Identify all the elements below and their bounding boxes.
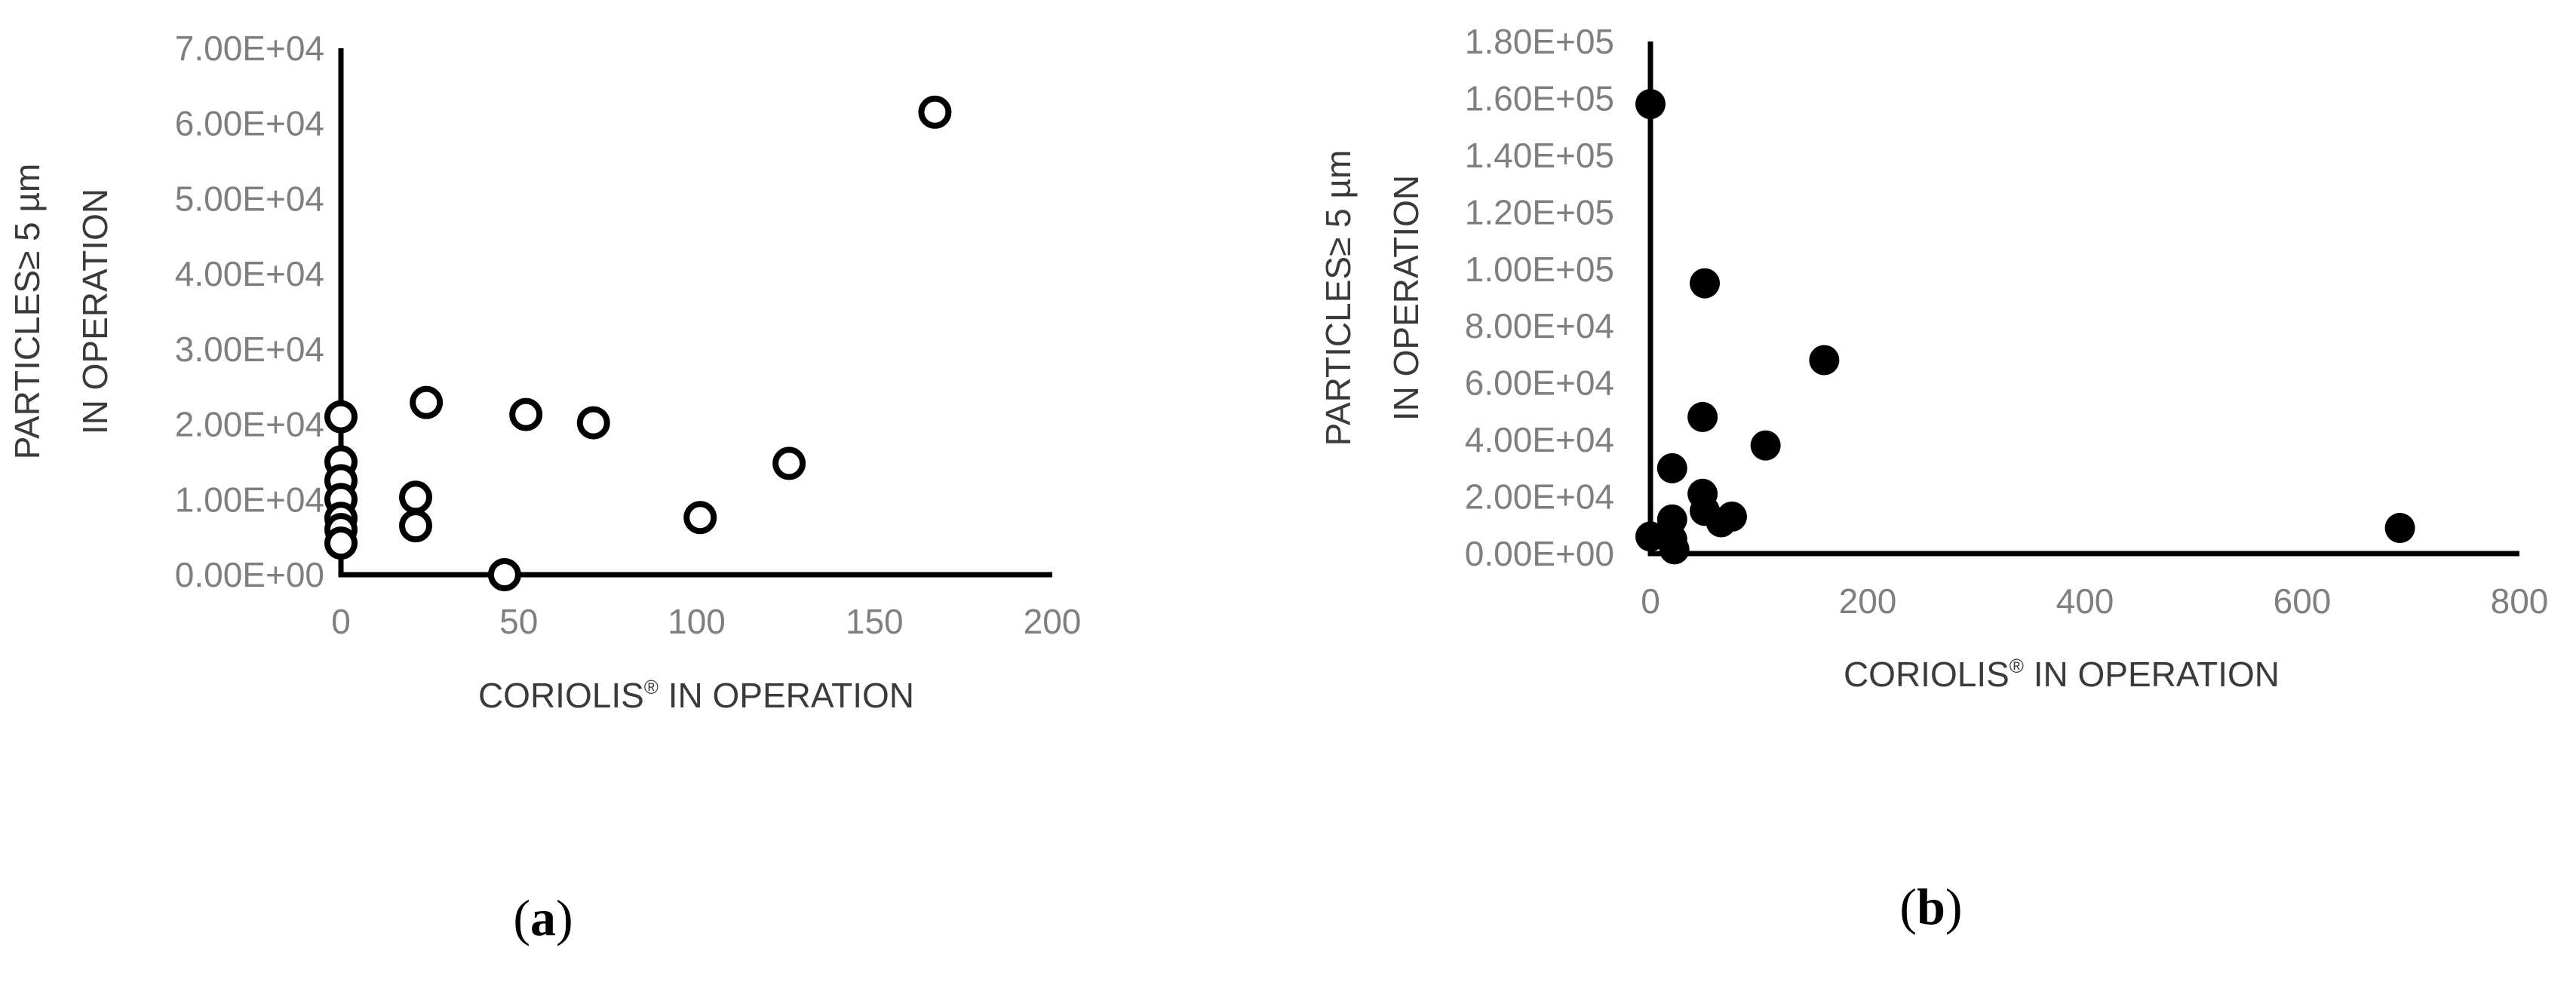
registered-mark: ® [644,676,659,698]
data-point [1635,88,1666,119]
x-tick-label: 200 [1839,581,1897,621]
y-tick-label: 0.00E+00 [175,555,324,594]
x-tick-label: 400 [2056,581,2114,621]
data-point [399,480,433,514]
data-point [1750,430,1781,461]
y-tick-label: 7.00E+04 [175,29,324,68]
y-tick-label: 5.00E+04 [175,179,324,218]
y-tick-label: 1.20E+05 [1465,192,1614,232]
y-axis-title-line1: PARTICLES≥ 5 µm [8,164,47,460]
x-axis-title: CORIOLIS® IN OPERATION [478,676,914,715]
data-point [324,526,358,560]
y-tick-label: 6.00E+04 [1465,364,1614,403]
y-axis-title-line2: IN OPERATION [75,189,115,434]
data-point [1659,534,1690,565]
x-tick-label: 50 [499,602,538,641]
y-tick-label: 1.60E+05 [1465,78,1614,118]
panel-label: (a) [513,889,573,947]
y-axis-title-line1: PARTICLES≥ 5 µm [1319,150,1358,446]
panel-letter: b [1917,878,1945,935]
data-point [683,501,717,535]
y-tick-label: 4.00E+04 [1465,420,1614,459]
x-tick-label: 0 [1641,581,1660,621]
data-point [410,385,444,419]
data-point [399,509,433,543]
chart-panel-b: 0.00E+00 2.00E+04 4.00E+04 6.00E+04 8.00E+04… [1319,22,2548,935]
x-axis-title: CORIOLIS® IN OPERATION [1844,655,2280,694]
data-point [1690,268,1720,299]
panel-label: (b) [1899,878,1962,935]
data-point [509,397,543,431]
chart-panel-a: 0.00E+00 1.00E+04 2.00E+04 3.00E+04 4.00E+04… [8,29,1081,947]
y-tick-label: 2.00E+04 [175,405,324,444]
y-axis-title-line2: IN OPERATION [1386,175,1426,421]
data-point [1656,453,1687,483]
y-tick-label: 3.00E+04 [175,330,324,369]
y-tick-label: 1.80E+05 [1465,22,1614,61]
y-tick-label: 1.00E+05 [1465,250,1614,289]
y-tick-label: 4.00E+04 [175,254,324,293]
x-axis-title-rest: IN OPERATION [659,676,914,715]
data-point [918,95,952,129]
y-tick-label: 6.00E+04 [175,104,324,143]
y-tick-label: 2.00E+04 [1465,477,1614,517]
x-axis-title-main: CORIOLIS [1844,655,2010,694]
registered-mark: ® [2010,655,2024,677]
x-axis-title-main: CORIOLIS [478,676,644,715]
y-tick-label: 1.00E+04 [175,480,324,519]
panel-letter: a [530,889,556,947]
data-point [1717,501,1747,532]
x-tick-label: 800 [2491,581,2549,621]
x-tick-label: 150 [846,602,904,641]
x-tick-label: 600 [2274,581,2332,621]
x-tick-label: 100 [668,602,726,641]
data-point [772,446,806,480]
data-point [2384,513,2415,544]
data-point [1687,401,1718,432]
y-tick-label: 8.00E+04 [1465,306,1614,345]
y-tick-label: 0.00E+00 [1465,534,1614,573]
x-tick-label: 0 [331,602,351,641]
y-tick-label: 1.40E+05 [1465,136,1614,175]
data-point [324,400,358,434]
data-point [1809,345,1840,376]
data-point [576,406,610,440]
x-axis-title-rest: IN OPERATION [2024,655,2280,694]
x-tick-label: 200 [1024,602,1082,641]
data-point [487,558,521,591]
